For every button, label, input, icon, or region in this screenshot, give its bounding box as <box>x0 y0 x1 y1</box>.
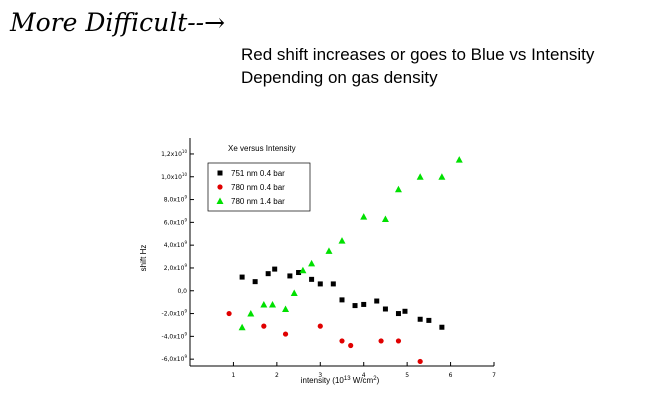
legend-marker-square <box>217 170 223 176</box>
data-point-square <box>330 281 336 287</box>
x-tick-label: 4 <box>362 372 366 379</box>
data-point-square <box>395 311 401 317</box>
y-tick-label: 1,2x1010 <box>161 149 187 158</box>
y-tick-label: 1,0x1010 <box>161 172 187 181</box>
data-point-square <box>296 270 302 276</box>
data-point-circle <box>395 338 402 344</box>
data-point-triangle <box>299 266 307 274</box>
data-point-triangle <box>381 215 389 222</box>
data-point-circle <box>348 342 354 349</box>
data-point-square <box>239 274 245 280</box>
legend-box <box>207 162 311 212</box>
y-tick-label: -2,0x109 <box>162 309 188 318</box>
data-point-square <box>287 273 293 279</box>
legend-label: 780 nm 1.4 bar <box>231 197 285 206</box>
data-point-circle <box>261 323 267 329</box>
y-tick-label: -6,0x109 <box>162 354 188 363</box>
slide-subtitle-line-2: Depending on gas density <box>241 68 438 87</box>
data-point-square <box>339 297 345 303</box>
data-points <box>226 156 463 365</box>
y-tick-label: 4,0x109 <box>164 240 188 249</box>
chart-axes <box>189 138 494 367</box>
data-point-triangle <box>394 185 402 193</box>
data-point-square <box>382 306 388 312</box>
data-point-circle <box>378 338 384 344</box>
y-tick-label: 8,0x109 <box>164 195 188 204</box>
y-tick-label: -4,0x109 <box>162 331 188 340</box>
data-point-square <box>265 271 271 277</box>
data-point-square <box>252 279 258 285</box>
data-point-triangle <box>247 310 255 317</box>
y-axis-label: shift Hz <box>139 245 148 272</box>
data-point-triangle <box>325 247 333 254</box>
data-point-triangle <box>282 305 290 312</box>
slide-subtitle-line-1: Red shift increases or goes to Blue vs I… <box>241 45 595 64</box>
x-tick-label: 7 <box>492 372 496 379</box>
y-tick-label: 6,0x109 <box>164 217 188 226</box>
data-point-square <box>402 308 408 314</box>
legend-label: 780 nm 0.4 bar <box>231 183 285 192</box>
legend-label: 751 nm 0.4 bar <box>231 169 285 178</box>
data-point-circle <box>226 310 232 317</box>
data-point-triangle <box>290 289 298 297</box>
data-point-square <box>309 276 315 282</box>
data-point-square <box>374 298 380 304</box>
x-tick-label: 1 <box>232 372 236 379</box>
slide-heading: More Difficult--→ <box>10 8 226 37</box>
data-point-triangle <box>438 173 446 180</box>
data-point-triangle <box>260 300 268 308</box>
legend-marker-circle <box>217 184 223 190</box>
data-point-square <box>439 324 445 330</box>
chart-title: Xe versus Intensity <box>228 144 296 153</box>
data-point-triangle <box>455 156 463 163</box>
data-point-circle <box>339 338 345 344</box>
y-tick-label: 0,0 <box>177 288 187 295</box>
y-axis-ticks: 1,2x1010 1,0x1010 8,0x109 6,0x109 4,0x109 2,0… <box>161 149 194 363</box>
x-tick-label: 5 <box>405 372 409 379</box>
x-axis-label: intensity (1013 W/cm2) <box>301 376 380 385</box>
data-point-triangle <box>308 259 316 267</box>
data-point-triangle <box>238 323 246 331</box>
x-tick-label: 2 <box>275 372 279 379</box>
data-point-triangle <box>338 237 346 244</box>
y-tick-label: 2,0x109 <box>164 263 188 272</box>
data-point-triangle <box>416 173 424 180</box>
data-point-square <box>426 317 432 323</box>
data-point-square <box>417 316 423 322</box>
data-point-square <box>352 303 358 309</box>
legend-marker-triangle <box>216 197 224 204</box>
x-axis-ticks: 1 2 3 4 5 6 7 <box>232 362 496 379</box>
data-point-circle <box>317 323 323 329</box>
data-point-triangle <box>360 213 368 220</box>
data-point-circle <box>417 358 423 365</box>
chart-legend: 751 nm 0.4 bar 780 nm 0.4 bar 780 nm 1.4 b… <box>207 162 311 212</box>
x-tick-label: 3 <box>318 372 322 379</box>
data-point-square <box>361 301 367 307</box>
data-point-triangle <box>269 300 277 308</box>
data-point-square <box>272 266 278 272</box>
data-point-square <box>317 281 323 287</box>
x-tick-label: 6 <box>449 372 453 379</box>
data-point-circle <box>282 331 289 337</box>
